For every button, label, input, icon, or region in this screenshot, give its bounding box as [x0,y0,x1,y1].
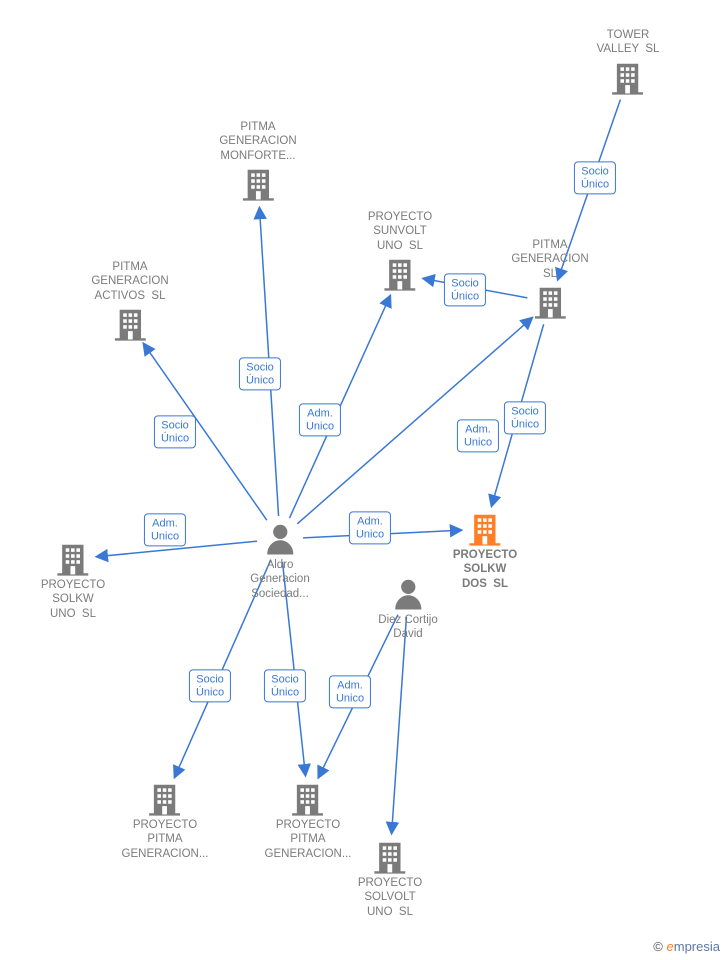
edge-label: Socio Único [574,161,616,194]
edge-label: Adm. Unico [457,419,499,452]
node-label: TOWER VALLEY SL [597,28,660,57]
node-label: Aldro Generacion Sociedad... [250,558,309,601]
node-label: PROYECTO PITMA GENERACION... [122,818,209,861]
node-diez[interactable]: Diez Cortijo David [378,575,437,644]
edge-label: Socio Único [239,357,281,390]
node-pitmamon[interactable]: PITMA GENERACION MONFORTE... [219,120,296,203]
node-pitmasl[interactable]: PITMA GENERACION SL [511,238,588,321]
edge-label: Socio Único [154,415,196,448]
copyright-brand-rest: mpresia [674,939,720,954]
edge [392,617,407,834]
node-solkw1[interactable]: PROYECTO SOLKW UNO SL [41,540,105,623]
node-label: PROYECTO SOLKW DOS SL [453,548,517,591]
building-icon [371,838,409,876]
edge-label: Socio Único [189,669,231,702]
person-icon [261,520,299,558]
node-aldro[interactable]: Aldro Generacion Sociedad... [250,520,309,603]
node-label: Diez Cortijo David [378,613,437,642]
edge-label: Socio Único [444,273,486,306]
building-icon [54,540,92,578]
node-label: PROYECTO SOLKW UNO SL [41,578,105,621]
building-icon [381,255,419,293]
node-label: PITMA GENERACION MONFORTE... [219,120,296,163]
copyright-brand-e: e [667,939,674,954]
building-icon [531,283,569,321]
node-tower[interactable]: TOWER VALLEY SL [597,28,660,97]
node-label: PITMA GENERACION SL [511,238,588,281]
node-solvolt[interactable]: PROYECTO SOLVOLT UNO SL [358,838,422,921]
node-label: PROYECTO SOLVOLT UNO SL [358,876,422,919]
building-icon [609,59,647,97]
node-ppg2[interactable]: PROYECTO PITMA GENERACION... [265,780,352,863]
copyright: © empresia [653,939,720,954]
building-icon [146,780,184,818]
node-ppg1[interactable]: PROYECTO PITMA GENERACION... [122,780,209,863]
building-icon [289,780,327,818]
diagram-stage: © empresia TOWER VALLEY SL PITMA GENERAC… [0,0,728,960]
edge-label: Adm. Unico [329,675,371,708]
edge-label: Adm. Unico [349,511,391,544]
node-pitmaact[interactable]: PITMA GENERACION ACTIVOS SL [91,260,168,343]
edge-label: Adm. Unico [299,403,341,436]
node-label: PITMA GENERACION ACTIVOS SL [91,260,168,303]
node-label: PROYECTO PITMA GENERACION... [265,818,352,861]
copyright-symbol: © [653,939,663,954]
building-icon [111,305,149,343]
building-icon [466,510,504,548]
edge-label: Adm. Unico [144,513,186,546]
edge-label: Socio Único [504,401,546,434]
node-sunvolt[interactable]: PROYECTO SUNVOLT UNO SL [368,210,432,293]
node-solkw2[interactable]: PROYECTO SOLKW DOS SL [453,510,517,593]
edge-label: Socio Único [264,669,306,702]
person-icon [389,575,427,613]
edges-layer [0,0,728,960]
building-icon [239,165,277,203]
node-label: PROYECTO SUNVOLT UNO SL [368,210,432,253]
